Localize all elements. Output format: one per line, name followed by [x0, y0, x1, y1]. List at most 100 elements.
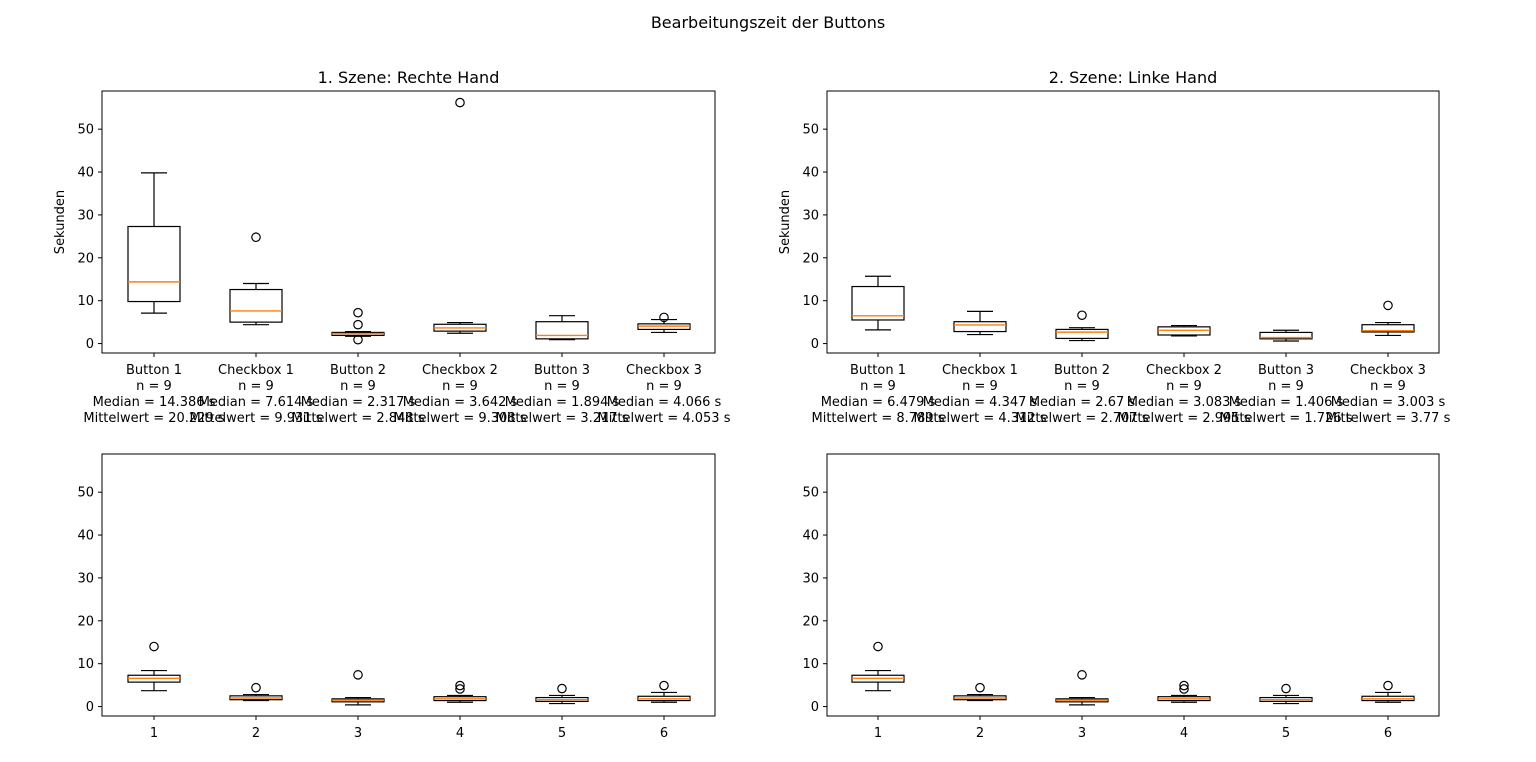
box-iqr: [953, 321, 1007, 333]
box-6: [1361, 300, 1415, 337]
x-tick-label: 1: [874, 726, 882, 741]
outlier-point: [455, 684, 465, 694]
box-2: [953, 310, 1007, 336]
y-tick-label: 20: [802, 251, 819, 266]
outlier-point: [975, 682, 985, 693]
x-tick-label: 5: [558, 726, 566, 741]
box-iqr: [1361, 324, 1415, 333]
box-1: [851, 275, 905, 331]
box-3: [331, 670, 385, 706]
x-tick-label: n = 9: [1064, 379, 1100, 394]
y-tick-label: 20: [802, 614, 819, 629]
box-2: [229, 682, 283, 702]
x-tick-label: Button 2: [1054, 363, 1110, 378]
y-tick-label: 30: [77, 571, 94, 586]
y-tick-label: 50: [802, 486, 819, 501]
box-iqr: [851, 285, 905, 321]
outlier-point: [1383, 680, 1393, 691]
x-tick-label: Median = 4.066 s: [607, 395, 722, 410]
box-1: [127, 641, 181, 692]
box-3: [331, 307, 385, 345]
y-tick-label: 10: [77, 657, 94, 672]
outlier-point: [873, 641, 883, 652]
box-1: [851, 641, 905, 692]
subplot-title: 1. Szene: Rechte Hand: [318, 68, 500, 87]
x-tick-label: Checkbox 2: [422, 363, 498, 378]
box-2: [953, 682, 1007, 702]
box-4: [433, 680, 487, 703]
y-tick-label: 50: [77, 123, 94, 138]
outlier-point: [1383, 300, 1393, 311]
outlier-point: [251, 682, 261, 693]
outlier-point: [455, 680, 465, 691]
box-1: [127, 172, 181, 314]
x-tick-label: Checkbox 3: [626, 363, 702, 378]
x-tick-label: Checkbox 1: [218, 363, 294, 378]
y-tick-label: 0: [811, 337, 819, 352]
y-tick-label: 10: [802, 294, 819, 309]
x-tick-label: 4: [456, 726, 464, 741]
x-tick-label: Mittelwert = 2.707 s: [1016, 411, 1149, 426]
box-4: [1157, 680, 1211, 703]
outlier-point: [353, 319, 363, 330]
x-tick-label: Mittelwert = 3.217 s: [496, 411, 629, 426]
y-tick-label: 30: [802, 208, 819, 223]
box-iqr: [127, 225, 181, 303]
x-tick-label: Median = 2.317 s: [301, 395, 416, 410]
y-tick-label: 20: [77, 251, 94, 266]
box-5: [1259, 683, 1313, 705]
x-tick-label: Median = 1.894 s: [505, 395, 620, 410]
subplot-title: 2. Szene: Linke Hand: [1049, 68, 1217, 87]
outlier-point: [353, 307, 363, 318]
y-axis-label: Sekunden: [778, 190, 793, 254]
x-tick-label: Button 1: [126, 363, 182, 378]
box-6: [637, 680, 691, 703]
x-tick-label: Median = 7.614 s: [199, 395, 314, 410]
x-tick-label: Mittelwert = 9.308 s: [394, 411, 527, 426]
box-5: [535, 683, 589, 705]
x-tick-label: Mittelwert = 2.848 s: [292, 411, 425, 426]
x-tick-label: Median = 3.642 s: [403, 395, 518, 410]
x-tick-label: n = 9: [1370, 379, 1406, 394]
x-tick-label: 6: [1384, 726, 1392, 741]
box-3: [1055, 310, 1109, 342]
outlier-point: [1179, 684, 1189, 694]
box-4: [433, 97, 487, 334]
box-iqr: [1055, 328, 1109, 340]
subplot-1: 1. Szene: Rechte Hand Sekunden 0 10 20 30 40 50…: [53, 68, 731, 426]
outlier-point: [353, 334, 363, 345]
x-tick-label: 4: [1180, 726, 1188, 741]
y-tick-label: 40: [802, 166, 819, 181]
x-tick-label: Mittelwert = 8.789 s: [812, 411, 945, 426]
subplot-4: 0 10 20 30 40 50 1 2 3 4 5 6: [802, 453, 1440, 741]
x-tick-label: Median = 1.406 s: [1229, 395, 1344, 410]
x-tick-label: Mittelwert = 4.053 s: [598, 411, 731, 426]
box-2: [229, 232, 283, 326]
outlier-point: [1281, 683, 1291, 694]
x-tick-label: Button 3: [534, 363, 590, 378]
outlier-point: [149, 641, 159, 652]
y-tick-label: 20: [77, 614, 94, 629]
x-tick-label: 3: [354, 726, 362, 741]
y-tick-label: 30: [802, 571, 819, 586]
x-tick-label: Button 3: [1258, 363, 1314, 378]
x-tick-label: n = 9: [646, 379, 682, 394]
x-tick-label: n = 9: [962, 379, 998, 394]
x-tick-label: Button 2: [330, 363, 386, 378]
subplot-2: 2. Szene: Linke Hand Sekunden 0 10 20 30 40 50 B…: [778, 68, 1451, 426]
y-tick-label: 10: [77, 294, 94, 309]
x-tick-label: Median = 2.67 s: [1029, 395, 1136, 410]
x-tick-label: 6: [660, 726, 668, 741]
x-tick-label: Checkbox 3: [1350, 363, 1426, 378]
outlier-point: [557, 683, 567, 694]
outlier-point: [659, 312, 669, 323]
y-axis-label: Sekunden: [53, 190, 68, 254]
x-tick-label: 1: [150, 726, 158, 741]
outlier-point: [251, 232, 261, 243]
outlier-point: [1179, 680, 1189, 691]
y-tick-label: 40: [77, 166, 94, 181]
box-iqr: [1259, 331, 1313, 340]
x-tick-label: Mittelwert = 2.995 s: [1118, 411, 1251, 426]
box-5: [1259, 329, 1313, 342]
